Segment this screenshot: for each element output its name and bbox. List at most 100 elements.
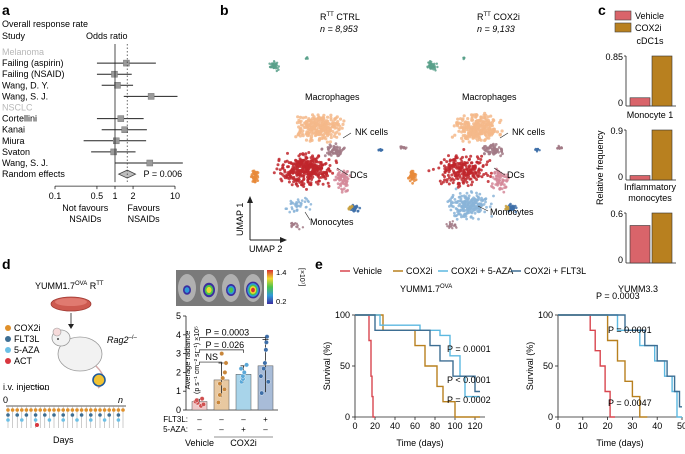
umap-cell bbox=[459, 121, 463, 125]
umap-cell bbox=[448, 221, 452, 224]
umap-cell bbox=[338, 117, 343, 121]
umap-cell bbox=[316, 126, 321, 130]
freq-ymin-label: 0 bbox=[618, 255, 623, 265]
umap-cell bbox=[404, 147, 407, 150]
panel-label-e: e bbox=[315, 256, 323, 272]
umap-cell bbox=[315, 166, 318, 170]
umap-cell bbox=[250, 173, 254, 176]
umap-cell bbox=[300, 199, 304, 202]
umap-cell bbox=[327, 129, 331, 133]
umap-cell bbox=[283, 160, 287, 164]
umap-cell bbox=[329, 144, 333, 148]
timeline-dot-cox2i bbox=[43, 408, 47, 412]
umap-cell bbox=[503, 186, 506, 190]
timeline-dot-5aza bbox=[6, 418, 10, 422]
umap-cell bbox=[448, 176, 451, 180]
legend-swatch-cox2i bbox=[614, 22, 632, 33]
umap-cell bbox=[487, 151, 491, 154]
umap-cell bbox=[460, 208, 463, 212]
umap-cell bbox=[306, 134, 310, 138]
treatment-table-cell: – bbox=[263, 425, 268, 434]
umap-cell bbox=[302, 175, 306, 178]
umap-cell bbox=[292, 210, 296, 213]
umap-cell bbox=[429, 67, 433, 70]
umap-cell bbox=[327, 158, 331, 162]
umap-cell bbox=[447, 163, 451, 167]
umap-cell bbox=[482, 203, 486, 206]
umap-cell bbox=[340, 126, 344, 130]
umap-cell bbox=[289, 175, 293, 179]
umap-cell bbox=[340, 190, 344, 194]
freq-bar-cox2i bbox=[651, 212, 673, 264]
umap-label-nk: NK cells bbox=[355, 127, 389, 137]
survival-title: YUMM1.7OVA bbox=[400, 284, 452, 294]
umap-cell bbox=[437, 166, 441, 170]
umap-cox2i: RTT COX2i n = 9,133 Macrophages NK cells DCs… bbox=[407, 12, 563, 230]
bioluminescence-images bbox=[176, 270, 264, 306]
umap-cell bbox=[442, 158, 446, 162]
umap-cell bbox=[450, 135, 454, 139]
umap-cell bbox=[337, 128, 341, 132]
umap-cell bbox=[478, 192, 482, 196]
umap-n-label: n = 9,133 bbox=[477, 24, 515, 34]
umap-cell bbox=[254, 173, 258, 177]
umap-cell bbox=[275, 69, 278, 73]
host-strain: Rag2–/– bbox=[107, 335, 138, 345]
survival-legend-label: COX2i + FLT3L bbox=[524, 266, 586, 276]
survival-x-tick-label: 80 bbox=[430, 421, 440, 431]
umap-cell bbox=[497, 178, 501, 182]
umap-cell bbox=[339, 177, 342, 181]
umap-cell bbox=[289, 161, 293, 165]
umap-label-monocytes: Monocytes bbox=[490, 207, 534, 217]
umap-cell bbox=[461, 162, 465, 166]
umap-cell bbox=[407, 176, 410, 180]
umap-cell bbox=[298, 115, 303, 119]
umap-label-line bbox=[304, 211, 311, 221]
forest-x-tick-label: 1 bbox=[112, 191, 117, 201]
umap-cell bbox=[477, 217, 480, 221]
umap-cell bbox=[557, 144, 560, 148]
timeline-dot-flt3l bbox=[43, 413, 47, 417]
umap-cell bbox=[300, 202, 303, 205]
group-label-vehicle: Vehicle bbox=[185, 438, 214, 448]
timeline-dot-act bbox=[35, 423, 39, 427]
treatment-schematic: YUMM1.7OVA RTT Rag2–/– COX2iFLT3L5-AZAAC… bbox=[3, 281, 138, 445]
umap-cell bbox=[466, 211, 470, 215]
radiance-y-tick-label: 0 bbox=[176, 405, 181, 415]
timeline-dot-flt3l bbox=[107, 413, 111, 417]
umap-cell bbox=[328, 152, 331, 156]
umap-cell bbox=[484, 144, 487, 148]
umap-cell bbox=[320, 172, 324, 176]
umap-cell bbox=[466, 120, 470, 124]
umap-cell bbox=[304, 161, 308, 165]
timeline-dot-cox2i bbox=[10, 408, 15, 412]
umap-cell bbox=[471, 216, 475, 220]
treatment-label: 5-AZA bbox=[14, 345, 40, 355]
umap-cell bbox=[318, 164, 322, 167]
freq-ymax-label: 0.6 bbox=[610, 209, 623, 219]
umap-cell bbox=[492, 146, 496, 150]
umap-axes: UMAP 1 UMAP 2 bbox=[235, 196, 287, 254]
forest-xlabel-left: NSAIDs bbox=[69, 214, 102, 224]
umap-cell bbox=[498, 187, 502, 191]
timeline-dot-flt3l bbox=[89, 413, 93, 417]
umap-cell bbox=[466, 117, 470, 121]
comparison-label: NS bbox=[206, 352, 219, 362]
umap-cell bbox=[346, 177, 350, 181]
timeline-dot-cox2i bbox=[98, 408, 102, 412]
umap-cell bbox=[438, 179, 442, 183]
survival-x-tick-label: 20 bbox=[370, 421, 380, 431]
umap-cell bbox=[313, 126, 317, 130]
umap-cell bbox=[335, 161, 339, 165]
radiance-y-tick-label: 4 bbox=[176, 330, 181, 340]
umap-cell bbox=[322, 175, 326, 179]
umap-cell bbox=[449, 225, 453, 228]
umap-cell bbox=[486, 174, 490, 177]
umap-cell bbox=[341, 175, 345, 179]
treatment-label: FLT3L bbox=[14, 334, 39, 344]
umap-cell bbox=[344, 184, 348, 188]
survival-x-tick-label: 30 bbox=[627, 421, 637, 431]
forest-study-label: Failing (aspirin) bbox=[2, 58, 64, 68]
umap-cell bbox=[480, 196, 483, 200]
umap-cell bbox=[317, 132, 321, 136]
